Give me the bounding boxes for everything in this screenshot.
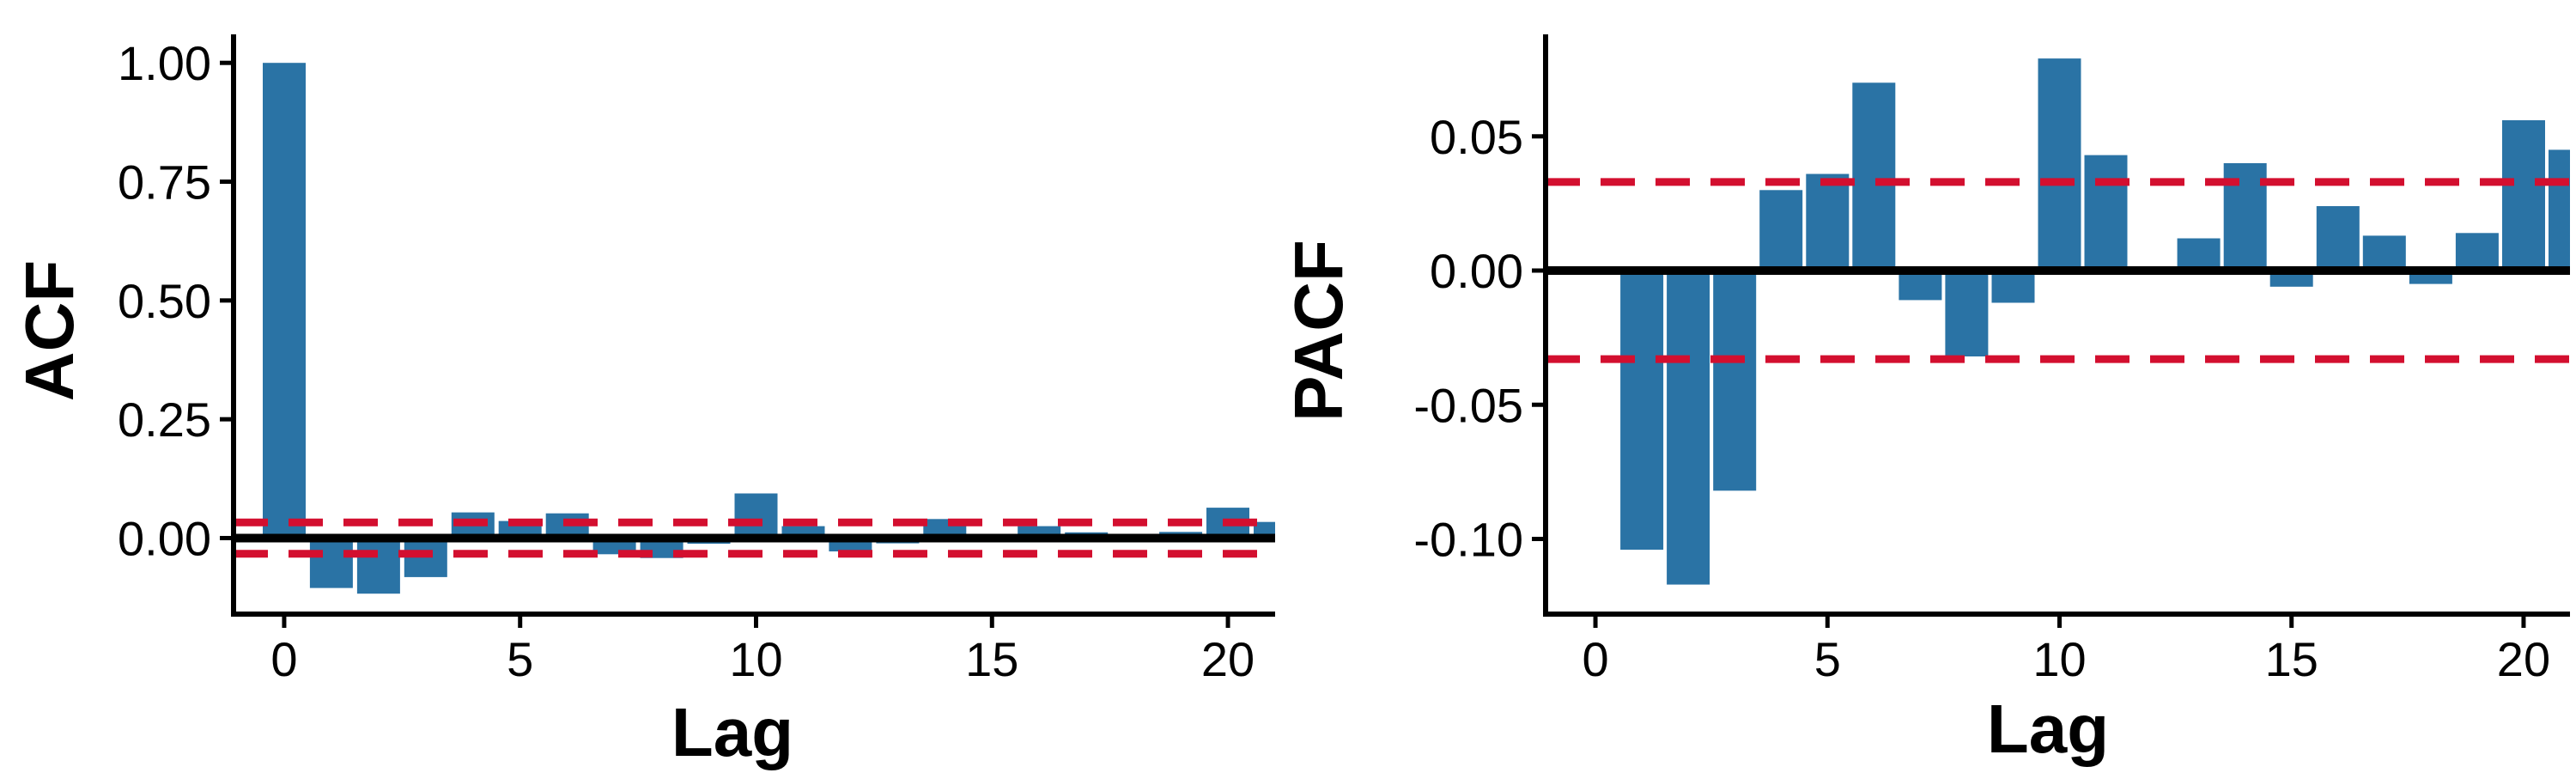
pacf-bar-lag-1: [1620, 271, 1664, 550]
acf-x-tick-label: 5: [507, 632, 533, 686]
pacf-bar-lag-21: [2549, 149, 2570, 271]
pacf-y-tick-label: 0.05: [1430, 110, 1523, 164]
pacf-bar-lag-5: [1806, 173, 1850, 271]
pacf-y-tick-label: -0.10: [1413, 513, 1523, 567]
acf-bar-lag-10: [734, 493, 778, 539]
pacf-bar-lag-11: [2084, 155, 2128, 271]
pacf-bar-lag-16: [2316, 206, 2360, 271]
pacf-x-tick-label: 15: [2265, 632, 2318, 686]
acf-chart: 0.00 0.25 0.50 0.75 1.00 0 5 10 15 20 Lag ACF: [11, 34, 1275, 770]
pacf-bar-lag-17: [2362, 235, 2406, 271]
pacf-y-tick-label: 0.00: [1430, 244, 1523, 298]
acf-y-tick-label: 0.75: [118, 155, 211, 210]
pacf-bar-lag-6: [1852, 82, 1896, 271]
acf-bar-lag-1: [309, 538, 353, 588]
pacf-bar-lag-2: [1667, 271, 1710, 585]
acf-bar-lag-0: [263, 63, 306, 539]
acf-x-tick-label: 20: [1201, 632, 1255, 686]
pacf-x-tick-label: 20: [2497, 632, 2550, 686]
acf-y-tick-label: 0.50: [118, 274, 211, 328]
pacf-bar-lag-10: [2038, 58, 2081, 271]
pacf-bar-lag-9: [1991, 271, 2035, 303]
pacf-bar-lag-4: [1759, 190, 1803, 271]
acf-y-tick-label: 0.00: [118, 511, 211, 565]
acf-bar-lag-2: [356, 538, 400, 594]
acf-x-tick-label: 0: [270, 632, 297, 686]
pacf-y-tick-label: -0.05: [1413, 378, 1523, 432]
pacf-chart: -0.10 -0.05 0.00 0.05 0 5 10 15 20 Lag PACF: [1288, 34, 2570, 767]
pacf-bar-lag-3: [1713, 271, 1757, 491]
pacf-bar-lag-20: [2502, 120, 2545, 271]
pacf-bar-lag-7: [1899, 271, 1942, 301]
pacf-x-axis-title: Lag: [1987, 691, 2109, 767]
pacf-bar-lag-13: [2177, 238, 2221, 271]
pacf-bar-lag-19: [2455, 233, 2499, 271]
acf-y-tick-label: 0.25: [118, 393, 211, 447]
acf-y-axis-title: ACF: [11, 260, 88, 401]
acf-y-tick-label: 1.00: [118, 36, 211, 90]
pacf-x-tick-label: 0: [1582, 632, 1608, 686]
acf-x-axis-title: Lag: [671, 694, 793, 770]
pacf-y-axis-title: PACF: [1288, 240, 1357, 422]
acf-x-tick-label: 10: [729, 632, 782, 686]
pacf-x-tick-label: 10: [2032, 632, 2086, 686]
pacf-x-tick-label: 5: [1814, 632, 1841, 686]
acf-x-tick-label: 15: [965, 632, 1018, 686]
pacf-bar-lag-8: [1945, 271, 1989, 356]
